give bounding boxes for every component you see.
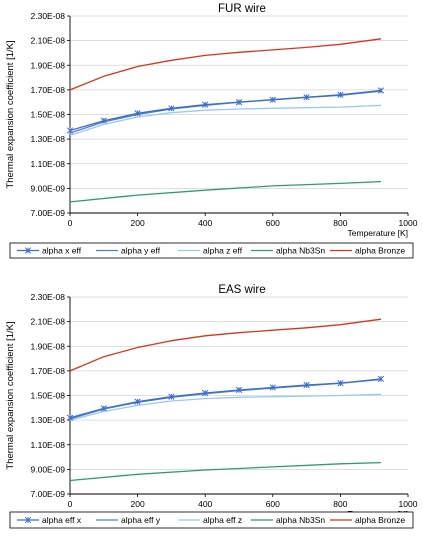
series-line bbox=[69, 90, 382, 134]
legend-box bbox=[9, 511, 414, 529]
data-point bbox=[269, 96, 276, 103]
y-tick-label: 7.00E-09 bbox=[31, 489, 66, 499]
series-line bbox=[69, 318, 382, 372]
x-tick-label: 800 bbox=[333, 218, 347, 228]
x-tick-label: 200 bbox=[131, 218, 145, 228]
series-line bbox=[69, 393, 382, 421]
legend-item: alpha x eff bbox=[17, 246, 82, 256]
series-line bbox=[69, 461, 382, 482]
legend-label: alpha y eff bbox=[121, 246, 161, 256]
y-tick-label: 2.10E-08 bbox=[31, 36, 66, 46]
x-tick-label: 400 bbox=[198, 218, 212, 228]
y-tick-label: 1.90E-08 bbox=[31, 341, 66, 351]
legend-item: alpha Bronze bbox=[330, 246, 405, 256]
y-tick-label: 9.00E-09 bbox=[31, 183, 66, 193]
y-axis-label: Thermal expansion coefficient [1/K] bbox=[5, 321, 16, 469]
data-point bbox=[269, 384, 276, 391]
legend-item: alpha Bronze bbox=[330, 515, 405, 525]
data-point bbox=[134, 398, 141, 405]
y-axis-label: Thermal expansion coefficient [1/K] bbox=[5, 40, 16, 188]
legend-item: alpha z eff bbox=[178, 246, 243, 256]
x-axis-label: Temperature [K] bbox=[348, 228, 408, 238]
data-point bbox=[202, 101, 209, 108]
data-point bbox=[235, 386, 243, 394]
y-tick-label: 1.50E-08 bbox=[31, 391, 66, 401]
data-point bbox=[168, 105, 175, 112]
y-tick-label: 1.50E-08 bbox=[31, 110, 66, 120]
data-point bbox=[303, 381, 310, 389]
data-point bbox=[66, 127, 74, 134]
data-point bbox=[303, 94, 310, 101]
y-tick-label: 9.00E-09 bbox=[31, 464, 66, 474]
y-tick-label: 1.90E-08 bbox=[31, 60, 66, 70]
legend-item: alpha Nb3Sn bbox=[251, 246, 325, 256]
legend-item: alpha eff z bbox=[178, 515, 242, 525]
legend-box bbox=[9, 242, 414, 259]
legend-item: alpha Nb3Sn bbox=[251, 515, 325, 525]
legend-label: alpha Bronze bbox=[355, 246, 405, 256]
x-tick-label: 1000 bbox=[399, 499, 418, 509]
data-point bbox=[202, 389, 209, 397]
data-point bbox=[377, 375, 385, 383]
series-line bbox=[69, 38, 382, 91]
data-point bbox=[134, 110, 141, 117]
x-tick-label: 800 bbox=[333, 499, 347, 509]
y-tick-label: 1.30E-08 bbox=[31, 415, 66, 425]
y-tick-label: 2.30E-08 bbox=[31, 11, 66, 21]
series-line bbox=[69, 89, 382, 132]
legend-label: alpha eff x bbox=[42, 515, 82, 525]
legend-label: alpha Nb3Sn bbox=[276, 515, 325, 525]
legend-label: alpha z eff bbox=[203, 246, 243, 256]
y-tick-label: 2.10E-08 bbox=[31, 317, 66, 327]
data-point bbox=[337, 380, 344, 387]
y-tick-label: 1.70E-08 bbox=[31, 366, 66, 376]
y-tick-label: 1.10E-08 bbox=[31, 159, 66, 169]
legend-item: alpha eff x bbox=[17, 515, 82, 525]
series-line bbox=[69, 378, 382, 420]
legend-label: alpha eff y bbox=[121, 515, 161, 525]
chart-title: EAS wire bbox=[218, 284, 265, 296]
data-point bbox=[100, 405, 107, 412]
legend-label: alpha eff z bbox=[203, 515, 242, 525]
legend-item: alpha y eff bbox=[96, 246, 161, 256]
x-tick-label: 400 bbox=[198, 499, 212, 509]
data-point bbox=[100, 117, 107, 124]
x-tick-label: 0 bbox=[68, 499, 73, 509]
series-line bbox=[69, 180, 382, 203]
chart-title: FUR wire bbox=[218, 3, 266, 15]
data-point bbox=[337, 91, 344, 98]
series-line bbox=[69, 378, 382, 419]
legend-label: alpha x eff bbox=[42, 246, 82, 256]
y-tick-label: 1.70E-08 bbox=[31, 85, 66, 95]
x-tick-label: 1000 bbox=[399, 218, 418, 228]
y-tick-label: 1.10E-08 bbox=[31, 440, 66, 450]
chart-panel-1: FUR wire 7.00E-09 9.00E-09 1.10E-08 1.30E-08… bbox=[5, 3, 418, 259]
data-point bbox=[377, 87, 385, 94]
x-tick-label: 200 bbox=[131, 499, 145, 509]
legend-label: alpha Bronze bbox=[355, 515, 405, 525]
x-tick-label: 600 bbox=[266, 218, 280, 228]
legend-item: alpha eff y bbox=[96, 515, 161, 525]
data-point bbox=[66, 414, 74, 421]
data-point bbox=[235, 99, 243, 106]
series-line bbox=[69, 104, 382, 137]
y-tick-label: 2.30E-08 bbox=[31, 292, 66, 302]
data-point bbox=[168, 393, 175, 400]
legend-label: alpha Nb3Sn bbox=[276, 246, 325, 256]
y-tick-label: 7.00E-09 bbox=[31, 208, 66, 218]
x-tick-label: 0 bbox=[68, 218, 73, 228]
chart-panel-2: EAS wire 7.00E-09 9.00E-09 1.10E-08 1.30E-08… bbox=[5, 284, 418, 529]
y-tick-label: 1.30E-08 bbox=[31, 134, 66, 144]
x-tick-label: 600 bbox=[266, 499, 280, 509]
